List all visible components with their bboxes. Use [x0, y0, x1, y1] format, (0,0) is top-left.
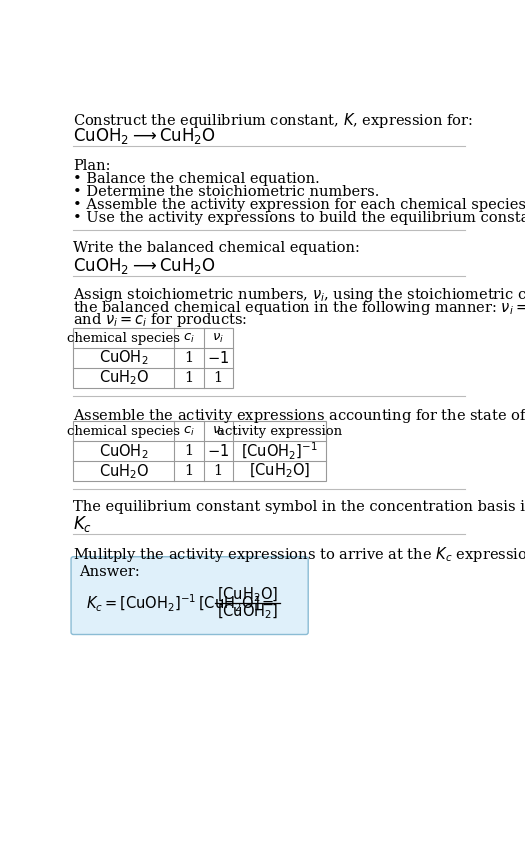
Text: $\nu_i$: $\nu_i$ [212, 331, 224, 345]
Text: 1: 1 [184, 445, 193, 458]
Text: $[\mathrm{CuOH_2}]^{-1}$: $[\mathrm{CuOH_2}]^{-1}$ [241, 440, 318, 462]
Text: $[\mathrm{CuH_2O}]$: $[\mathrm{CuH_2O}]$ [217, 586, 278, 604]
Text: $c_i$: $c_i$ [183, 331, 195, 345]
Text: Plan:: Plan: [74, 158, 111, 173]
Text: Assign stoichiometric numbers, $\nu_i$, using the stoichiometric coefficients, $: Assign stoichiometric numbers, $\nu_i$, … [74, 286, 525, 304]
Text: and $\nu_i = c_i$ for products:: and $\nu_i = c_i$ for products: [74, 311, 248, 329]
Text: $c_i$: $c_i$ [183, 425, 195, 438]
Text: $\mathrm{CuOH_2} \longrightarrow \mathrm{CuH_2O}$: $\mathrm{CuOH_2} \longrightarrow \mathrm… [74, 255, 216, 276]
Text: • Determine the stoichiometric numbers.: • Determine the stoichiometric numbers. [74, 185, 380, 199]
Text: chemical species: chemical species [67, 425, 180, 438]
Bar [74, 328, 233, 388]
Text: $K_c$: $K_c$ [74, 514, 92, 534]
Text: 1: 1 [184, 372, 193, 385]
Text: Write the balanced chemical equation:: Write the balanced chemical equation: [74, 241, 360, 255]
Text: Assemble the activity expressions accounting for the state of matter and $\nu_i$: Assemble the activity expressions accoun… [74, 407, 525, 425]
Text: $-1$: $-1$ [207, 350, 229, 366]
Text: Answer:: Answer: [80, 565, 140, 579]
Text: $\mathrm{CuOH_2} \longrightarrow \mathrm{CuH_2O}$: $\mathrm{CuOH_2} \longrightarrow \mathrm… [74, 126, 216, 146]
Text: Construct the equilibrium constant, $K$, expression for:: Construct the equilibrium constant, $K$,… [74, 111, 474, 130]
Text: 1: 1 [214, 372, 223, 385]
Text: $K_c = [\mathrm{CuOH_2}]^{-1}\,[\mathrm{CuH_2O}] = $: $K_c = [\mathrm{CuOH_2}]^{-1}\,[\mathrm{… [86, 593, 274, 614]
FancyBboxPatch shape [71, 556, 308, 635]
Text: The equilibrium constant symbol in the concentration basis is:: The equilibrium constant symbol in the c… [74, 500, 525, 513]
Text: Mulitply the activity expressions to arrive at the $K_c$ expression:: Mulitply the activity expressions to arr… [74, 545, 525, 564]
Text: $\mathrm{CuH_2O}$: $\mathrm{CuH_2O}$ [99, 369, 149, 388]
Text: 1: 1 [184, 351, 193, 366]
Text: • Assemble the activity expression for each chemical species.: • Assemble the activity expression for e… [74, 198, 525, 212]
Text: 1: 1 [184, 464, 193, 478]
Text: $[\mathrm{CuH_2O}]$: $[\mathrm{CuH_2O}]$ [249, 462, 310, 481]
Text: • Use the activity expressions to build the equilibrium constant expression.: • Use the activity expressions to build … [74, 211, 525, 225]
Text: $\mathrm{CuOH_2}$: $\mathrm{CuOH_2}$ [99, 442, 149, 461]
Text: the balanced chemical equation in the following manner: $\nu_i = -c_i$ for react: the balanced chemical equation in the fo… [74, 298, 525, 316]
Text: activity expression: activity expression [217, 425, 342, 438]
Text: • Balance the chemical equation.: • Balance the chemical equation. [74, 172, 320, 186]
Text: $\mathrm{CuH_2O}$: $\mathrm{CuH_2O}$ [99, 462, 149, 481]
Bar [74, 421, 326, 482]
Text: $\mathrm{CuOH_2}$: $\mathrm{CuOH_2}$ [99, 348, 149, 367]
Text: chemical species: chemical species [67, 332, 180, 345]
Text: $[\mathrm{CuOH_2}]$: $[\mathrm{CuOH_2}]$ [217, 603, 278, 621]
Text: $-1$: $-1$ [207, 443, 229, 459]
Text: 1: 1 [214, 464, 223, 478]
Text: $\nu_i$: $\nu_i$ [212, 425, 224, 438]
